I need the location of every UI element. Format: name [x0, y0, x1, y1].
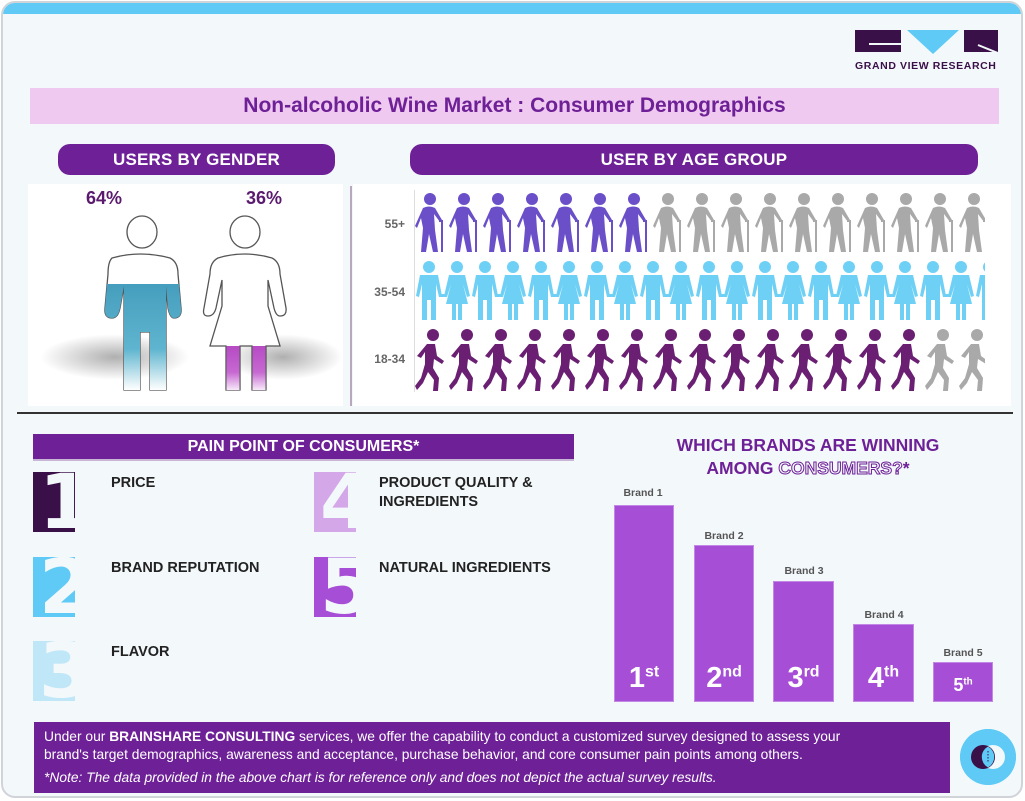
- elderly-with-cane-icon: [415, 192, 449, 256]
- gender-section-header: USERS BY GENDER: [58, 144, 335, 175]
- walking-person-icon: [755, 328, 785, 392]
- walking-person-icon: [789, 328, 819, 392]
- rank-3-icon: 3: [33, 641, 75, 701]
- logo-v-triangle: [907, 30, 959, 54]
- couple-holding-hands-icon: [863, 260, 919, 324]
- gender-chart: 64% 36%: [28, 184, 343, 406]
- walking-person-icon: [891, 328, 921, 392]
- couple-holding-hands-icon: [583, 260, 639, 324]
- footer-disclaimer: *Note: The data provided in the above ch…: [44, 770, 717, 785]
- age-row-55-plus: [415, 192, 985, 256]
- walking-person-icon: [415, 328, 445, 392]
- elderly-with-cane-icon: [619, 192, 653, 256]
- brand-5-label: Brand 5: [943, 647, 983, 659]
- couple-holding-hands-icon: [471, 260, 527, 324]
- couple-holding-hands-icon: [695, 260, 751, 324]
- brand-1-bar: 1st: [614, 505, 674, 702]
- pain-point-label: PRICE: [111, 475, 156, 491]
- elderly-with-cane-icon: [755, 192, 789, 256]
- male-figure-icon: [104, 215, 182, 391]
- couple-holding-hands-icon: [415, 260, 471, 324]
- elderly-with-cane-icon: [585, 192, 619, 256]
- age-row-35-54: [415, 260, 985, 324]
- female-percentage: 36%: [246, 188, 283, 208]
- walking-person-icon: [653, 328, 683, 392]
- brainshare-badge-icon: [960, 729, 1016, 785]
- couple-holding-hands-icon: [751, 260, 807, 324]
- age-label-35-54: 35-54: [374, 285, 405, 299]
- pain-points-header: PAIN POINT OF CONSUMERS*: [33, 434, 574, 461]
- elderly-with-cane-icon: [959, 192, 985, 256]
- brand-2-bar: 2nd: [694, 545, 754, 702]
- walking-person-icon: [483, 328, 513, 392]
- age-group-chart: 55+ 35-54 18-34: [353, 184, 1011, 406]
- brand-3-label: Brand 3: [784, 565, 824, 577]
- walking-person-icon: [925, 328, 955, 392]
- walking-person-icon: [517, 328, 547, 392]
- page-title: Non-alcoholic Wine Market : Consumer Dem…: [243, 94, 786, 117]
- rank-5-icon: 5: [314, 557, 356, 617]
- elderly-with-cane-icon: [551, 192, 585, 256]
- brand-4-label: Brand 4: [864, 609, 904, 621]
- walking-person-icon: [721, 328, 751, 392]
- pain-point-label: BRAND REPUTATION: [111, 560, 260, 576]
- walking-person-icon: [857, 328, 887, 392]
- couple-holding-hands-icon: [807, 260, 863, 324]
- walking-person-icon: [551, 328, 581, 392]
- walking-person-icon: [619, 328, 649, 392]
- pain-point-label: NATURAL INGREDIENTS: [379, 560, 551, 576]
- elderly-with-cane-icon: [449, 192, 483, 256]
- grand-view-research-logo: GRAND VIEW RESEARCH: [855, 30, 1000, 75]
- section-divider-horizontal: [17, 412, 1013, 414]
- female-figure-icon: [202, 215, 287, 391]
- elderly-with-cane-icon: [789, 192, 823, 256]
- rank-2-icon: 2: [33, 557, 75, 617]
- elderly-with-cane-icon: [925, 192, 959, 256]
- walking-person-icon: [687, 328, 717, 392]
- elderly-with-cane-icon: [823, 192, 857, 256]
- brand-3-bar: 3rd: [773, 581, 834, 702]
- age-axis-line: [414, 190, 415, 392]
- couple-holding-hands-icon: [639, 260, 695, 324]
- brand-1-label: Brand 1: [623, 487, 663, 499]
- brand-4-bar: 4th: [853, 624, 914, 702]
- elderly-with-cane-icon: [721, 192, 755, 256]
- walking-person-icon: [449, 328, 479, 392]
- elderly-with-cane-icon: [891, 192, 925, 256]
- footer-description-line2: brand's target demographics, awareness a…: [44, 747, 803, 762]
- male-percentage: 64%: [86, 188, 123, 208]
- walking-person-icon: [823, 328, 853, 392]
- rank-1-icon: 1: [33, 472, 75, 532]
- couple-holding-hands-icon: [919, 260, 975, 324]
- footer-description: Under our BRAINSHARE CONSULTING services…: [44, 729, 841, 744]
- couple-holding-hands-icon: [527, 260, 583, 324]
- page-title-bar: Non-alcoholic Wine Market : Consumer Dem…: [30, 88, 999, 124]
- age-section-header: USER BY AGE GROUP: [410, 144, 978, 175]
- brands-chart-title: WHICH BRANDS ARE WINNING AMONG CONSUMERS…: [676, 435, 940, 479]
- elderly-with-cane-icon: [483, 192, 517, 256]
- couple-holding-hands-icon: [975, 260, 985, 324]
- walking-person-icon: [959, 328, 985, 392]
- walking-person-icon: [585, 328, 615, 392]
- logo-g-block: [855, 30, 901, 52]
- pain-point-label: FLAVOR: [111, 644, 170, 660]
- elderly-with-cane-icon: [687, 192, 721, 256]
- age-row-18-34: [415, 328, 985, 392]
- logo-r-block: [964, 30, 998, 52]
- age-label-55-plus: 55+: [384, 217, 405, 231]
- brand-5-bar: 5th: [933, 662, 993, 702]
- brand-2-label: Brand 2: [704, 530, 744, 542]
- age-label-18-34: 18-34: [374, 352, 405, 366]
- rank-4-icon: 4: [314, 472, 356, 532]
- elderly-with-cane-icon: [857, 192, 891, 256]
- top-accent-bar: [3, 3, 1021, 14]
- section-divider-vertical: [350, 186, 352, 406]
- pain-point-label: PRODUCT QUALITY & INGREDIENTS: [379, 475, 533, 510]
- logo-text: GRAND VIEW RESEARCH: [855, 60, 997, 72]
- elderly-with-cane-icon: [517, 192, 551, 256]
- elderly-with-cane-icon: [653, 192, 687, 256]
- brainshare-footer: Under our BRAINSHARE CONSULTING services…: [34, 722, 950, 793]
